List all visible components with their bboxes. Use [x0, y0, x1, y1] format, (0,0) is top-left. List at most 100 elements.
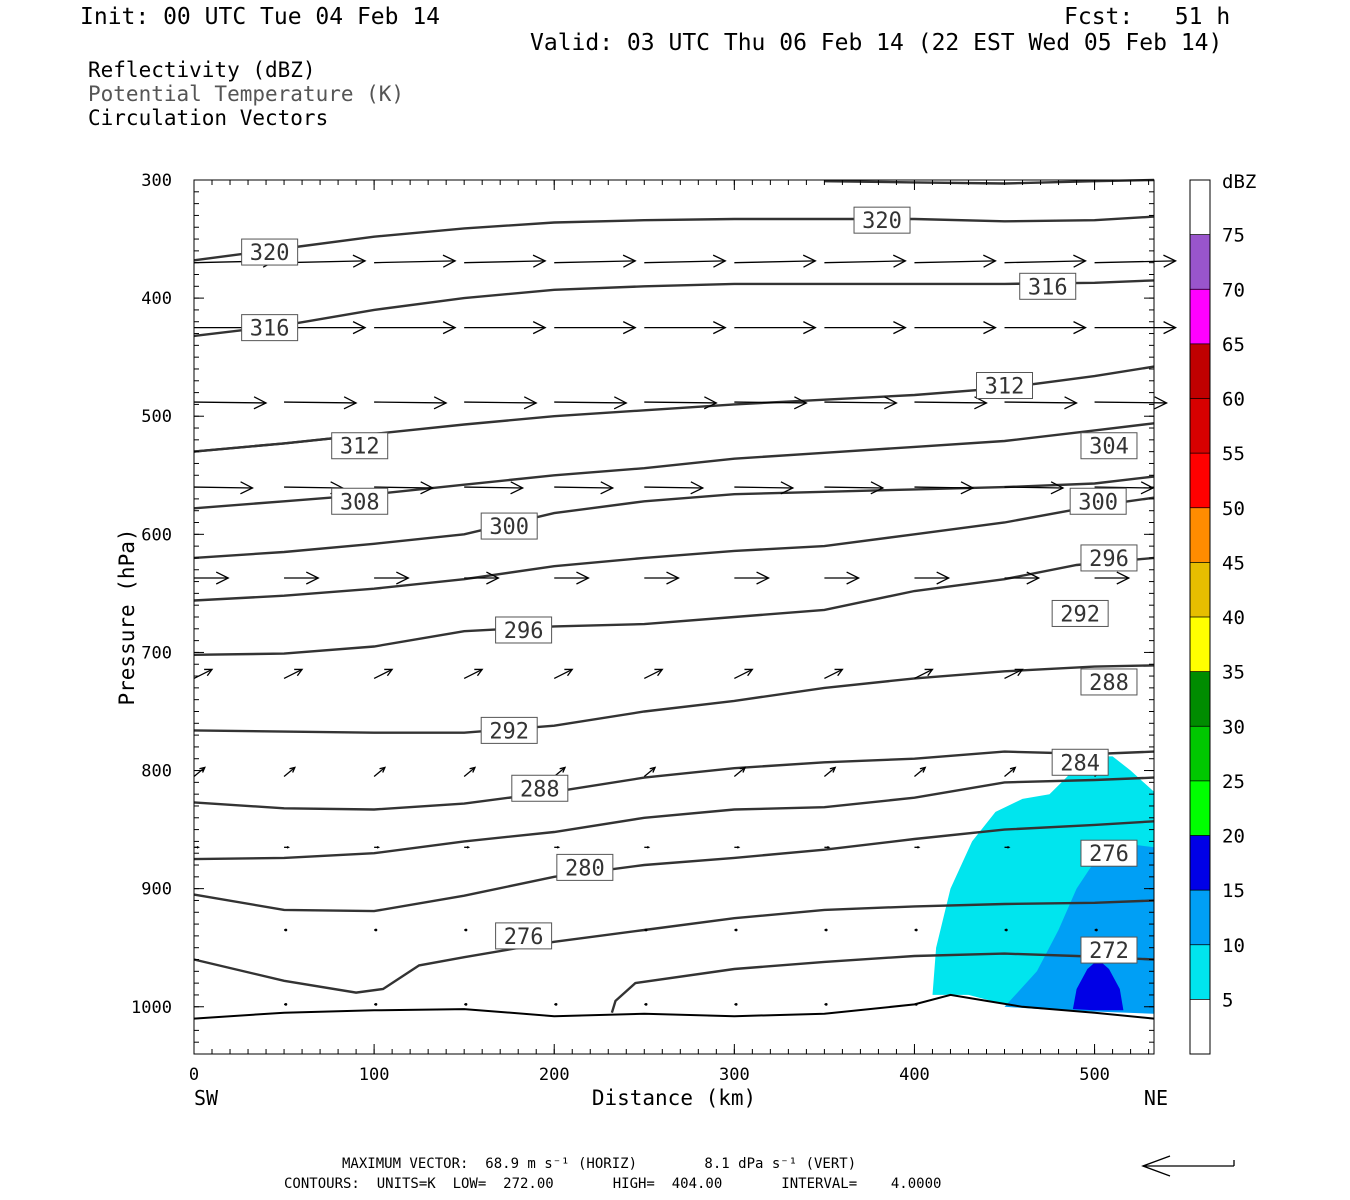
vector-arrow [554, 321, 637, 335]
vector-head [1073, 321, 1087, 335]
vector-arrow [554, 571, 590, 585]
vector-head [1026, 571, 1041, 585]
vector-head [924, 668, 934, 677]
y-tick-label: 500 [141, 407, 172, 427]
vector-arrow [464, 571, 500, 585]
x-right-label: NE [1144, 1086, 1168, 1110]
vector-head [559, 766, 567, 773]
legend-reflectivity: Reflectivity (dBZ) [88, 58, 316, 82]
vector-arrow [373, 668, 394, 679]
vector-arrow [1004, 845, 1011, 849]
vector-shaft [914, 486, 973, 489]
colorbar-label: 10 [1222, 935, 1245, 957]
vector-arrow [914, 396, 988, 410]
vector-dot [284, 1002, 288, 1006]
colorbar-label: 75 [1222, 225, 1245, 247]
theta-label-text: 312 [340, 435, 380, 460]
vector-shaft [373, 766, 386, 777]
theta-label-292: 292 [1051, 599, 1109, 627]
colorbar-label: 30 [1222, 716, 1245, 738]
colorbar-box [1190, 890, 1210, 945]
theta-contour-labels: 320 320 316 316 312 312 308 304 300 300 296 296 292 2… [241, 206, 1138, 964]
vector-arrow [193, 396, 268, 410]
vector-arrow [374, 396, 448, 410]
theta-label-text: 284 [1060, 751, 1100, 776]
vector-arrow [734, 481, 795, 495]
colorbar-box [1190, 999, 1210, 1054]
vector-shaft [644, 486, 703, 489]
vector-arrow [1004, 254, 1087, 268]
vector-head [532, 254, 547, 268]
vector-shaft [373, 668, 393, 679]
vector-arrow [193, 481, 254, 495]
vector-arrow [464, 845, 471, 849]
theta-label-text: 308 [340, 490, 380, 515]
colorbar-label: 15 [1222, 880, 1245, 902]
vector-head [739, 766, 747, 773]
theta-label-box [241, 314, 299, 342]
colorbar-label: 5 [1222, 989, 1233, 1011]
vector-head [1163, 254, 1178, 268]
vector-arrow [644, 845, 651, 849]
colorbar-label: 55 [1222, 443, 1245, 465]
vector-head [379, 766, 387, 773]
theta-label-304: 304 [1080, 432, 1138, 460]
vector-arrow [644, 571, 680, 585]
y-tick-label: 1000 [131, 998, 172, 1018]
vector-shaft [1004, 668, 1023, 679]
vector-dot [374, 928, 378, 932]
vector-head [622, 254, 637, 268]
vector-head [466, 845, 471, 849]
theta-label-box [1080, 839, 1138, 867]
theta-label-text: 280 [565, 856, 605, 881]
vector-arrow [914, 668, 934, 679]
x-tick-label: 300 [719, 1065, 750, 1085]
footer-max-vector: MAXIMUM VECTOR: 68.9 m s⁻¹ (HORIZ) 8.1 d… [342, 1156, 857, 1172]
vector-shaft [643, 766, 656, 777]
vector-dot [1094, 928, 1098, 932]
vector-arrow [644, 321, 727, 335]
y-axis-label: Pressure (hPa) [115, 528, 139, 705]
theta-label-text: 316 [1028, 275, 1068, 300]
vector-head [649, 766, 657, 773]
theta-label-text: 300 [489, 515, 529, 540]
vector-head [893, 321, 907, 335]
vector-shaft [824, 260, 906, 264]
vector-head [1073, 254, 1087, 268]
theta-label-280: 280 [556, 853, 614, 881]
vector-head [829, 766, 837, 773]
colorbar-box [1190, 671, 1210, 727]
vector-shaft [734, 668, 753, 679]
axes: 300 400 500 600 700 800 900 1000 0 100 200 300 400 50… [115, 171, 1168, 1110]
vector-shaft [1004, 766, 1016, 777]
theta-label-296: 296 [495, 616, 553, 644]
vector-head [204, 668, 214, 677]
vector-shaft [644, 401, 717, 404]
vector-arrow [283, 766, 296, 777]
theta-label-box [1069, 487, 1127, 515]
theta-label-text: 296 [504, 619, 544, 644]
vector-shaft [193, 401, 267, 404]
vector-arrow [283, 668, 304, 679]
y-tick-label: 400 [141, 289, 172, 309]
theta-contour-300 [193, 475, 1155, 560]
vector-head [564, 668, 574, 677]
vector-head [384, 668, 394, 677]
vector-head [736, 845, 741, 849]
vector-head [294, 668, 304, 677]
vector-head [305, 571, 320, 585]
vector-head [1116, 571, 1131, 585]
vector-shaft [374, 260, 456, 264]
vector-arrow [284, 928, 288, 932]
header-forecast-hour: Fcst: 51 h [1064, 4, 1231, 30]
theta-label-box [1051, 599, 1109, 627]
vector-head [396, 571, 410, 585]
colorbar-label: 25 [1222, 771, 1245, 793]
vector-arrow [824, 321, 907, 335]
vector-shaft [1004, 260, 1086, 264]
theta-contour-296 [193, 496, 1155, 602]
vector-arrow [644, 928, 648, 932]
vector-shaft [554, 486, 613, 489]
vector-head [803, 321, 817, 335]
ground-line [193, 993, 1155, 1020]
